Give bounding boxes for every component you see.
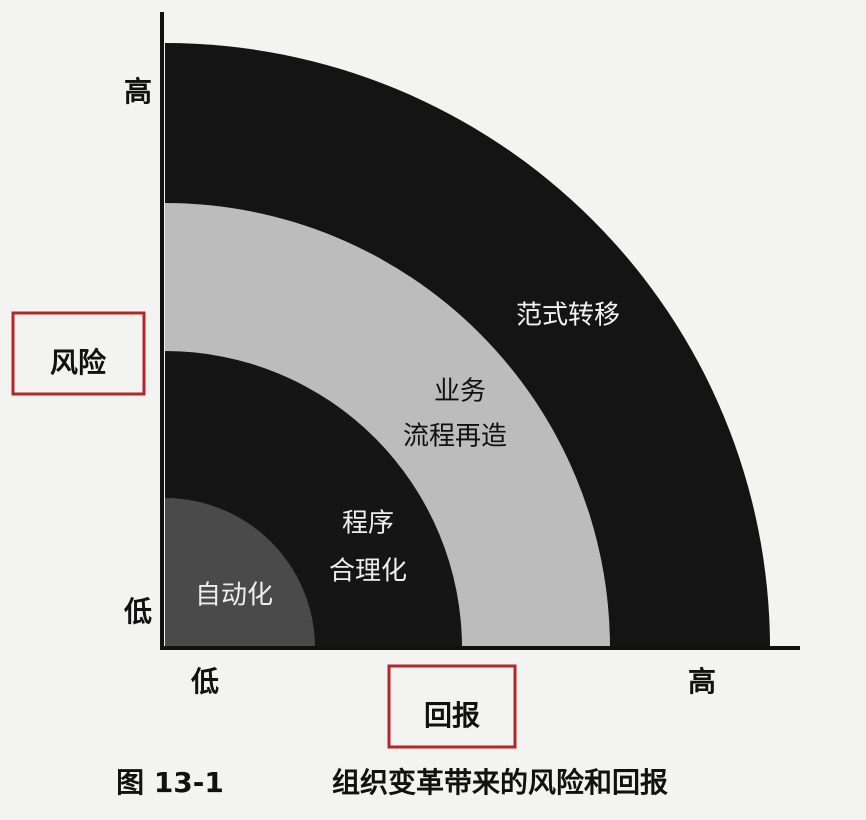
region-label: 合理化 (329, 557, 407, 587)
region-label: 自动化 (195, 581, 273, 611)
region-label: 流程再造 (403, 422, 507, 452)
y-axis-label: 风险 (50, 346, 107, 379)
y-low-label: 低 (123, 595, 152, 628)
region-label: 程序 (342, 509, 394, 539)
ring-automation (165, 498, 315, 648)
x-label-box (387, 664, 517, 749)
x-high-label: 高 (688, 665, 716, 698)
caption-number: 图 13-1 (116, 766, 224, 799)
region-label: 范式转移 (516, 301, 620, 331)
caption-text: 组织变革带来的风险和回报 (332, 766, 668, 799)
y-label-box (11, 311, 146, 396)
y-high-label: 高 (124, 75, 152, 108)
x-low-label: 低 (190, 665, 219, 698)
region-label: 业务 (434, 377, 486, 407)
x-axis-label: 回报 (424, 699, 480, 732)
